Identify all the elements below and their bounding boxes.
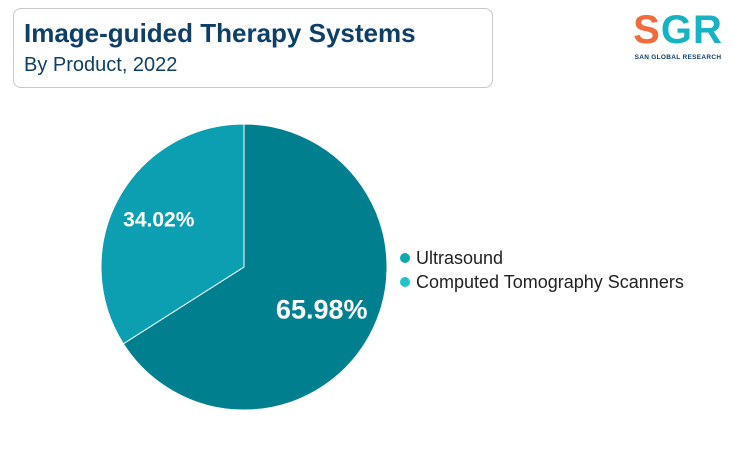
chart-subtitle: By Product, 2022 xyxy=(24,54,178,76)
chart-title: Image-guided Therapy Systems xyxy=(24,18,416,48)
title-box: Image-guided Therapy Systems By Product,… xyxy=(13,8,493,88)
logo-text: SGR xyxy=(630,10,726,50)
logo-letter: R xyxy=(692,8,723,52)
pie-data-label: 65.98% xyxy=(276,295,368,325)
legend-dot-icon xyxy=(400,277,410,287)
pie-slice-ultrasound xyxy=(122,123,388,411)
legend-item: Computed Tomography Scanners xyxy=(400,270,684,294)
legend-item: Ultrasound xyxy=(400,246,684,270)
pie-data-label: 34.02% xyxy=(123,209,195,232)
logo-letter: G xyxy=(660,8,693,52)
sgr-logo: SGR SAN GLOBAL RESEARCH xyxy=(630,10,726,66)
pie-slice-computed-tomography-scanners xyxy=(100,123,245,345)
legend-label: Computed Tomography Scanners xyxy=(416,271,684,292)
chart-legend: Ultrasound Computed Tomography Scanners xyxy=(400,246,684,294)
legend-dot-icon xyxy=(400,253,410,263)
legend-label: Ultrasound xyxy=(416,247,504,268)
logo-tagline: SAN GLOBAL RESEARCH xyxy=(634,54,722,61)
logo-letter: S xyxy=(633,8,661,52)
